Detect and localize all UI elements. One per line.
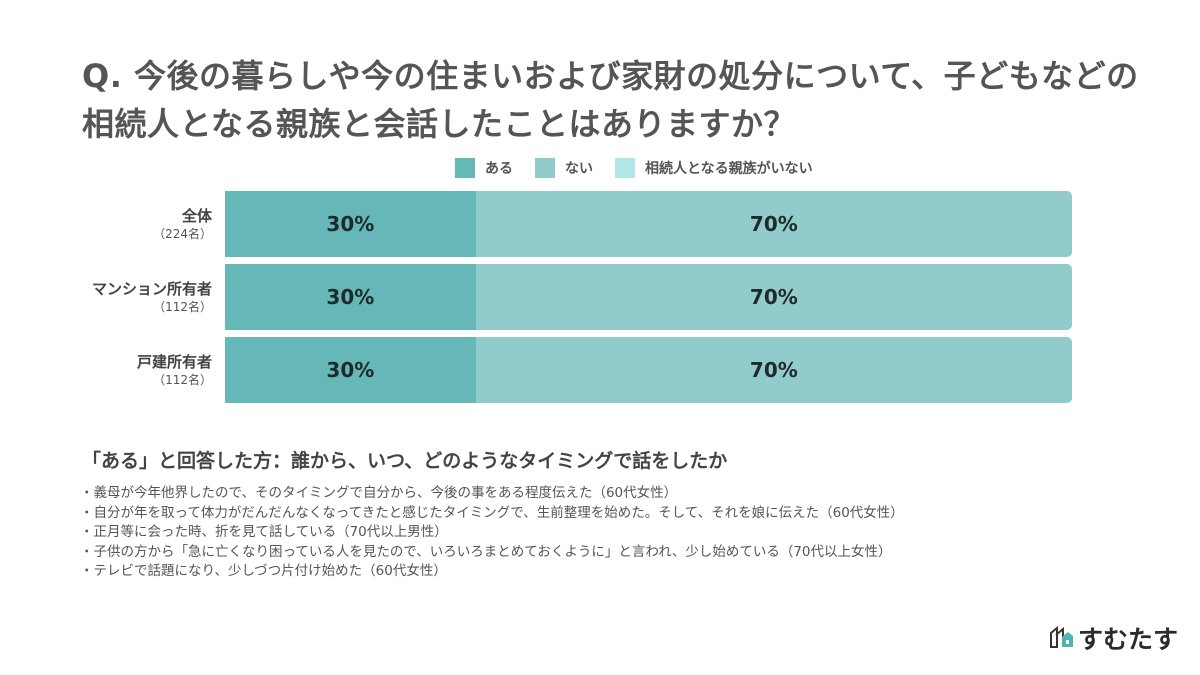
row-name: マンション所有者: [91, 280, 212, 298]
legend-label: ない: [565, 161, 593, 177]
segment-nai: 70%: [475, 264, 1072, 330]
comments-list: ・義母が今年他界したので、そのタイミングで自分から、今後の事をある程度伝えた（6…: [80, 484, 904, 582]
house-logo-icon: [1050, 625, 1073, 648]
bar-row-house: 戸建所有者 （112名） 30% 70%: [60, 337, 1080, 403]
row-name: 全体: [181, 207, 212, 225]
logo-text: すむたす: [1078, 625, 1179, 654]
segment-nai: 70%: [475, 191, 1072, 257]
segment-aru: 30%: [225, 337, 476, 403]
segment-aru: 30%: [225, 264, 476, 330]
bar-row-mansion: マンション所有者 （112名） 30% 70%: [60, 264, 1080, 330]
row-name: 戸建所有者: [136, 353, 212, 371]
row-sample-size: （112名）: [153, 300, 212, 314]
legend-label: ある: [485, 161, 513, 177]
legend: ある ない 相続人となる親族がいない: [455, 158, 835, 178]
legend-swatch-no-relative: [615, 158, 635, 178]
legend-swatch-aru: [455, 158, 475, 178]
brand-logo: すむたす: [1048, 620, 1178, 656]
comment-item: ・正月等に会った時、折を見て話している（70代以上男性）: [80, 524, 448, 540]
segment-nai: 70%: [475, 337, 1072, 403]
row-label: マンション所有者 （112名）: [60, 279, 218, 315]
row-sample-size: （224名）: [153, 227, 212, 241]
bar: 30% 70%: [225, 264, 1072, 330]
legend-swatch-nai: [535, 158, 555, 178]
comments-heading: 「ある」と回答した方：誰から、いつ、どのようなタイミングで話をしたか: [82, 450, 728, 472]
segment-aru: 30%: [225, 191, 476, 257]
bar: 30% 70%: [225, 337, 1072, 403]
bar-row-all: 全体 （224名） 30% 70%: [60, 191, 1080, 257]
row-sample-size: （112名）: [153, 373, 212, 387]
chart-title: Q. 今後の暮らしや今の住まいおよび家財の処分について、子どもなどの相続人となる…: [82, 57, 1139, 143]
legend-item-nai: ない: [535, 158, 593, 178]
comment-item: ・自分が年を取って体力がだんだんなくなってきたと感じたタイミングで、生前整理を始…: [80, 504, 904, 521]
stacked-bar-chart: 全体 （224名） 30% 70% マンション所有者 （112名） 30% 70…: [60, 191, 1080, 410]
row-label: 戸建所有者 （112名）: [60, 352, 218, 388]
comment-item: ・子供の方から「急に亡くなり困っている人を見たので、いろいろまとめておくように」…: [80, 543, 892, 560]
bar: 30% 70%: [225, 191, 1072, 257]
legend-item-aru: ある: [455, 158, 513, 178]
row-label: 全体 （224名）: [60, 206, 218, 242]
comment-item: ・義母が今年他界したので、そのタイミングで自分から、今後の事をある程度伝えた（6…: [80, 485, 678, 501]
legend-item-no-relative: 相続人となる親族がいない: [615, 158, 813, 178]
legend-label: 相続人となる親族がいない: [645, 161, 813, 177]
comment-item: ・テレビで話題になり、少しづつ片付け始めた（60代女性）: [80, 563, 447, 579]
